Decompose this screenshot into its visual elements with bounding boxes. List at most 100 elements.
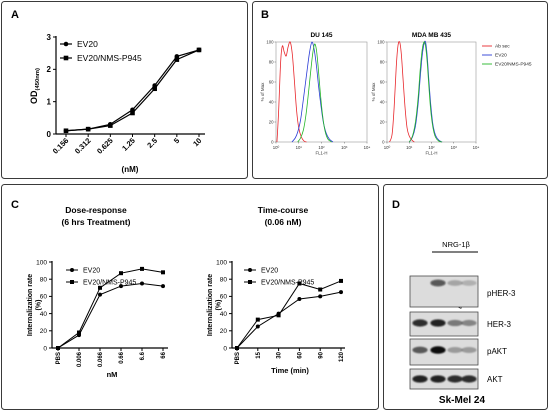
data-point-ev20-nms-p945 [161, 270, 165, 275]
x-tick-label: PBS [235, 352, 241, 364]
data-point-ev20-nms-p945 [339, 278, 343, 283]
x-tick-label: 10⁰ [273, 145, 280, 150]
series-line-ev20-nms-p945 [236, 280, 342, 349]
legend-label: EV20 [83, 267, 100, 274]
blot-band [447, 280, 463, 286]
series-line-ab-sec [389, 41, 415, 143]
legend-marker-circle-icon [70, 268, 74, 272]
x-axis-label: FL1-H [316, 151, 328, 156]
x-tick-label: 15 [256, 351, 262, 358]
x-tick-label: 10³ [341, 145, 348, 150]
data-point-ev20-nms-p945 [77, 330, 81, 335]
data-point-ev20 [318, 294, 323, 299]
series-line-ab-sec [276, 41, 307, 143]
blot-band [461, 280, 477, 286]
data-point-ev20-nms-p945 [255, 317, 260, 322]
x-tick-label: 90 [318, 351, 324, 358]
panel-d-label: D [392, 199, 400, 211]
chart-subtitle: (0.06 nM) [265, 217, 302, 227]
panel-c-frame [1, 184, 379, 410]
y-axis-label-unit: (450nm) [35, 68, 41, 90]
y-tick-label: 20 [220, 328, 228, 335]
series-line-ev20 [408, 40, 443, 143]
data-point-ev20-nms-p945 [108, 123, 113, 128]
legend-marker-square-icon [248, 280, 252, 284]
x-axis-label: Time (min) [271, 366, 309, 375]
y-tick-label: 100 [266, 40, 274, 45]
y-tick-label: 40 [220, 311, 228, 318]
panel-a-frame [1, 1, 248, 179]
x-tick-label: 6.6 [140, 351, 146, 360]
chart-title: Time-course [258, 205, 309, 215]
chart-title: Dose-response [65, 205, 127, 215]
blot-band [447, 375, 463, 383]
x-tick-label: 66 [161, 351, 167, 358]
data-point-ev20-nms-p945 [119, 271, 123, 276]
y-tick-label: 0 [47, 130, 52, 139]
panel-c-label: C [11, 199, 19, 211]
data-point-ev20 [140, 281, 144, 286]
x-tick-label: 10⁴ [473, 145, 480, 150]
y-tick-label: 80 [220, 276, 228, 283]
blot-band [430, 346, 446, 354]
y-axis-label: % of Max [260, 82, 265, 102]
legend-panel-b: Ab sec EV20 EV20/NMS-P945 [482, 44, 532, 68]
y-tick-label: 40 [380, 100, 385, 105]
chart-title: MDA MB 435 [412, 32, 452, 39]
blot-band [430, 319, 446, 327]
x-tick-label: 2.5 [145, 136, 159, 150]
treatment-header: NRG-1β [442, 240, 470, 249]
data-point-ev20-nms-p945 [152, 86, 157, 92]
x-tick-label: 60 [298, 351, 304, 358]
x-axis-label: (nM) [122, 165, 139, 174]
x-tick-label: 10² [318, 145, 325, 150]
data-point-ev20-nms-p945 [56, 346, 60, 350]
chart-mdamb435-histogram: 0 20 40 60 80 100 10⁰ 10¹ 10² 10³ 10⁴ FL1-H % of Max… [371, 32, 479, 156]
series-line-ev20-nms-p945 [297, 43, 332, 143]
blot-band [430, 279, 446, 287]
x-tick-label: 0.006 [77, 351, 83, 367]
y-tick-label: 60 [40, 294, 48, 301]
y-tick-label: 40 [40, 311, 48, 318]
legend-marker-square-icon [70, 280, 74, 284]
chart-title: DU 145 [310, 32, 332, 39]
chart-du145-histogram: 0 20 40 60 80 100 10⁰ 10¹ 10² 10³ 10⁴ FL1-H % of Max… [260, 32, 370, 156]
y-tick-label: 80 [380, 60, 385, 65]
x-tick-label: 10 [191, 136, 203, 148]
data-point-ev20-nms-p945 [130, 110, 135, 116]
data-point-ev20-nms-p945 [174, 57, 180, 62]
panel-b-label: B [261, 9, 269, 21]
x-tick-label: 0.312 [73, 136, 93, 156]
chart-dose-response: 0 20 40 60 80 100 PBS 0.006 0.066 0.66 6.6 66 EV20 EV… [27, 205, 168, 379]
y-tick-label: 20 [380, 120, 385, 125]
data-point-ev20-nms-p945 [98, 285, 102, 290]
legend-label: EV20 [495, 53, 507, 59]
data-point-ev20-nms-p945 [297, 281, 302, 286]
y-tick-label: 60 [269, 80, 274, 85]
x-tick-label: 0.066 [98, 351, 104, 367]
y-tick-label: 60 [220, 294, 228, 301]
blot-band [461, 319, 477, 327]
y-tick-label: 100 [377, 40, 385, 45]
y-tick-label: 100 [36, 259, 47, 266]
data-point-ev20 [255, 324, 260, 329]
x-tick-label: 10² [428, 145, 435, 150]
blot-band [412, 375, 428, 383]
y-tick-label: 0 [271, 140, 274, 145]
y-axis-label: OD(450nm) [29, 68, 41, 104]
data-point-ev20 [297, 296, 302, 301]
y-axis-label-main: OD [29, 90, 39, 104]
blot-row-akt: AKT [409, 368, 503, 390]
y-tick-label: 40 [269, 100, 274, 105]
blot-band [430, 375, 446, 383]
data-point-ev20-nms-p945 [235, 346, 239, 350]
series-line-ev20 [236, 291, 342, 349]
x-tick-label: 5 [172, 136, 181, 145]
blot-band [412, 346, 428, 354]
data-point-ev20 [339, 290, 343, 295]
y-axis-label: Internalization rate [27, 274, 34, 336]
data-point-ev20-nms-p945 [276, 313, 281, 318]
y-axis-label: (%) [216, 300, 223, 311]
y-tick-label: 100 [216, 259, 227, 266]
chart-time-course: 0 20 40 60 80 100 PBS 15 30 60 90 120 EV20 EV20/NMS-P… [207, 205, 345, 375]
